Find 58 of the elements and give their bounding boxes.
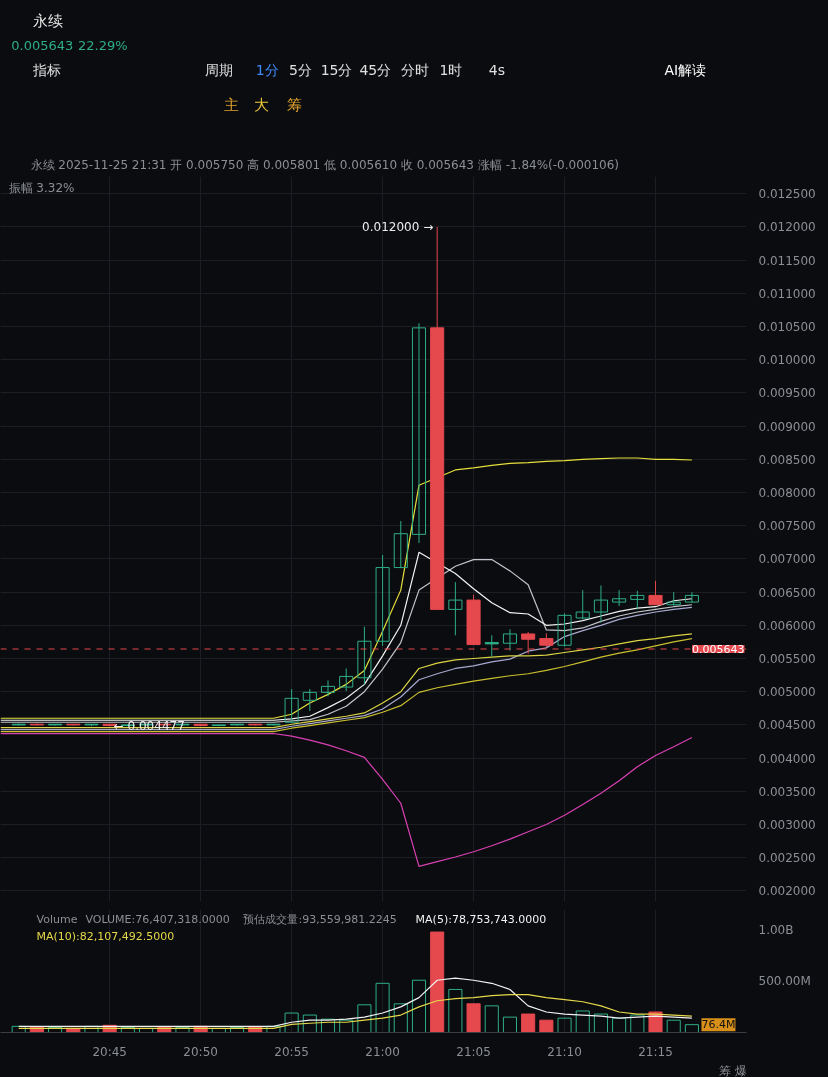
- x-tick-label: 21:10: [547, 1044, 582, 1059]
- annotation: VOLUME:76,407,318.0000: [85, 912, 230, 926]
- chart-title: Volume: [36, 912, 78, 926]
- text: 永续: [32, 11, 63, 30]
- x-tick-label: 20:55: [274, 1044, 309, 1059]
- text: 4s: [488, 61, 506, 78]
- y-tick-label: 0.007500: [758, 519, 816, 534]
- y-tick-label: 0.011500: [758, 253, 816, 268]
- y-tick-label: 0.004500: [758, 718, 816, 733]
- annotation: 76.4M: [701, 1018, 736, 1032]
- y-tick-label: 0.011000: [758, 286, 816, 301]
- text: 筹: [286, 95, 302, 114]
- text: MA(5):78,753,743.0000: [415, 912, 547, 926]
- y-tick-label: 0.002500: [758, 851, 816, 866]
- y-tick-label: 0.012500: [758, 187, 816, 202]
- text: 指标: [32, 61, 62, 78]
- text: 22.29%: [77, 38, 128, 53]
- x-tick-label: 20:45: [92, 1044, 127, 1059]
- y-tick-label: 0.008000: [758, 486, 816, 501]
- y-tick-label: 0.006500: [758, 585, 816, 600]
- ref-line-label: 0.005643: [692, 643, 745, 657]
- chart-title: 永续 2025-11-25 21:31 开 0.005750 高 0.005801 低 0.005610 收 0.005643 涨幅 -1.84%(-0.000106): [30, 157, 620, 172]
- y-tick-label: 0.005500: [758, 652, 816, 667]
- y-tick-label: 0.004000: [758, 751, 816, 766]
- text: 筹 爆: [718, 1063, 747, 1077]
- text: 45分: [359, 61, 392, 78]
- text: 1分: [255, 61, 279, 78]
- text: MA(10):82,107,492.5000: [36, 929, 175, 943]
- y-tick-label: 0.007000: [758, 552, 816, 567]
- text: 主: [223, 95, 239, 114]
- text: 大: [254, 95, 270, 114]
- text: 0.005643: [11, 38, 74, 53]
- y-tick-label: 0.003500: [758, 784, 816, 799]
- annotation: 预估成交量:93,559,981.2245: [243, 912, 397, 926]
- text: 分时: [400, 61, 429, 78]
- y-tick-label: 0.009500: [758, 386, 816, 401]
- text: 5分: [289, 61, 312, 78]
- x-tick-label: 20:50: [183, 1044, 218, 1059]
- annotation: 振幅 3.32%: [8, 180, 75, 195]
- y-tick-label: 0.010500: [758, 320, 816, 335]
- x-tick-label: 21:15: [638, 1044, 673, 1059]
- y-tick-label: 0.005000: [758, 685, 816, 700]
- text: 1时: [439, 61, 463, 78]
- y-tick-label: 0.003000: [758, 817, 816, 832]
- text: AI解读: [664, 61, 707, 78]
- y-tick-label: 1.00B: [758, 923, 794, 937]
- annotation: 0.012000 →: [362, 219, 434, 234]
- text: 15分: [320, 61, 353, 78]
- x-tick-label: 21:00: [365, 1044, 400, 1059]
- y-tick-label: 0.006000: [758, 618, 816, 633]
- x-tick-label: 21:05: [456, 1044, 491, 1059]
- y-tick-label: 0.009000: [758, 419, 816, 434]
- y-tick-label: 0.012000: [758, 220, 816, 235]
- y-tick-label: 0.008500: [758, 452, 816, 467]
- y-tick-label: 0.002000: [758, 884, 816, 899]
- y-tick-label: 0.010000: [758, 353, 816, 368]
- text: 周期: [204, 61, 233, 78]
- y-tick-label: 500.00M: [758, 974, 811, 989]
